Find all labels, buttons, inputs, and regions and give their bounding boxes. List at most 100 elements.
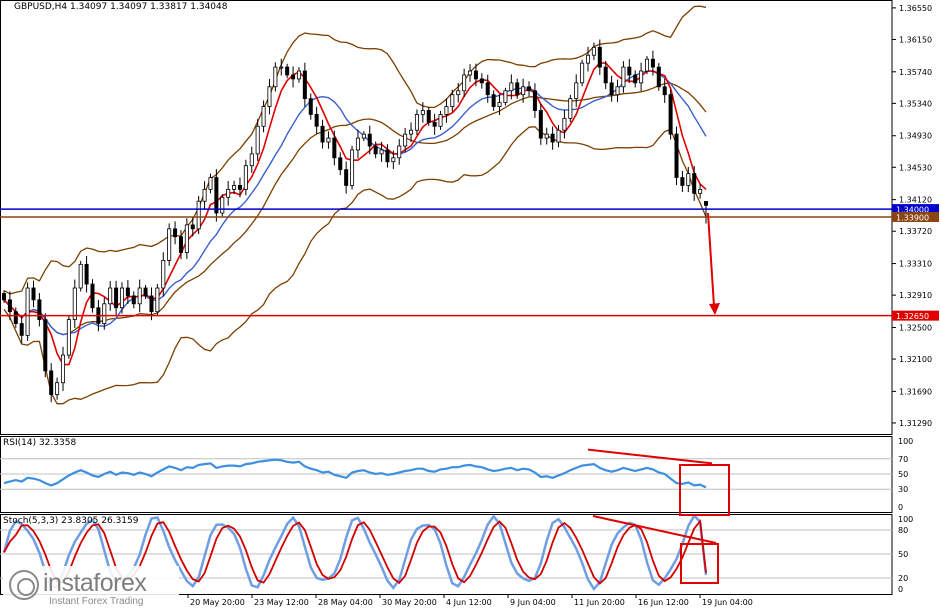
candle-body [373,145,378,155]
candle [456,82,461,103]
candle-body [19,323,24,336]
bollinger-upper [3,5,707,295]
candle [355,129,360,159]
candle-body [438,114,443,127]
candle [680,170,685,193]
candle-body [462,74,467,92]
candle-body [509,82,514,92]
stoch-tick-label: 20 [898,574,908,583]
candle [149,287,154,321]
candle [397,139,402,165]
candle [167,223,172,266]
candle-body [550,133,555,143]
candle [586,46,591,72]
candle-body [650,58,655,68]
candle-body [385,149,390,163]
candle-body [37,299,42,320]
candle-body [627,66,632,76]
candle [426,106,431,126]
candle-body [586,54,591,64]
candle [438,110,443,130]
candle-body [644,58,650,72]
candle [556,125,561,148]
candle-body [532,90,537,111]
candle-body [674,133,679,178]
candle [196,195,201,235]
candle-body [190,224,195,230]
candle [190,217,195,237]
candle [674,126,679,186]
stoch-header: Stoch(5,3,3) 23.8305 26.3159 [3,516,139,526]
candle [662,78,667,103]
candle [137,279,142,313]
candle-body [43,319,48,372]
candles [1,39,709,403]
level-tag-label: 1.32650 [896,312,929,321]
candle-body [90,283,95,309]
candle [273,62,278,92]
candle [220,194,225,217]
logo-name: instaforex [43,569,147,597]
candle-body [703,201,709,206]
candle [31,280,36,308]
time-axis-label: 19 Jun 04:00 [702,598,753,607]
price-tick-label: 1.32500 [899,323,932,332]
candle-body [220,196,225,214]
candle-body [503,90,508,103]
time-axis-label: 28 May 04:00 [318,598,373,607]
candle-body [403,133,408,147]
candle [462,68,467,98]
candle [379,141,384,162]
price-tick-label: 1.33310 [899,260,932,269]
candle [226,180,231,206]
candle [161,252,166,297]
candle-body [279,66,284,69]
price-tick-label: 1.36550 [899,4,932,13]
rsi-tick-label: 30 [898,485,908,494]
candle [279,58,284,76]
candle-body [178,236,183,253]
instaforex-logo-icon [9,570,39,600]
candle [119,282,124,314]
candle [332,130,337,166]
candle [668,89,673,140]
candle-body [226,188,231,198]
candle [108,281,113,311]
candle [503,87,508,106]
candle-body [167,228,172,261]
candle-body [409,129,414,135]
candle [497,94,502,115]
candle [650,50,655,76]
candle [243,159,248,196]
candle-body [444,106,449,115]
candle [173,221,178,245]
candle-body [633,74,638,84]
candle-body [574,82,579,100]
rsi-highlight-box [679,464,730,516]
candle-body [361,133,366,139]
annotations [587,212,730,584]
rsi-tick-label: 50 [898,470,908,479]
candle [686,167,691,193]
candle-body [485,82,490,96]
candle [479,73,484,89]
price-tick-label: 1.31690 [899,387,932,396]
candle [414,109,419,136]
candle-body [468,70,473,76]
candle [184,218,189,260]
candle-body [497,102,502,107]
candle [420,102,425,123]
candle-body [72,287,77,320]
candle [450,89,455,112]
candle [1,290,7,303]
price-tick-label: 1.32100 [899,355,932,364]
candle [202,181,207,210]
level-tag-label: 1.33900 [896,214,929,223]
candle [326,131,331,149]
candle [78,260,83,292]
candle [468,64,473,82]
candle [43,313,48,378]
candle-body [479,78,484,84]
